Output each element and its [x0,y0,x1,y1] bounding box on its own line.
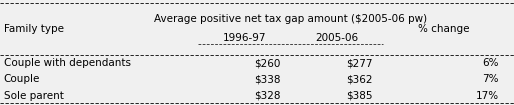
Text: 6%: 6% [482,58,499,68]
Text: $338: $338 [253,74,280,84]
Text: 2005-06: 2005-06 [315,33,358,43]
Text: $260: $260 [254,58,280,68]
Text: Family type: Family type [4,24,64,34]
Text: Average positive net tax gap amount ($2005-06 pw): Average positive net tax gap amount ($20… [154,14,427,24]
Text: $328: $328 [253,91,280,101]
Text: $362: $362 [346,74,373,84]
Text: 7%: 7% [482,74,499,84]
Text: $277: $277 [346,58,373,68]
Text: Couple with dependants: Couple with dependants [4,58,131,68]
Text: $385: $385 [346,91,373,101]
Text: % change: % change [417,24,469,34]
Text: 1996-97: 1996-97 [223,33,266,43]
Text: Sole parent: Sole parent [4,91,63,101]
Text: Couple: Couple [4,74,40,84]
Text: 17%: 17% [475,91,499,101]
